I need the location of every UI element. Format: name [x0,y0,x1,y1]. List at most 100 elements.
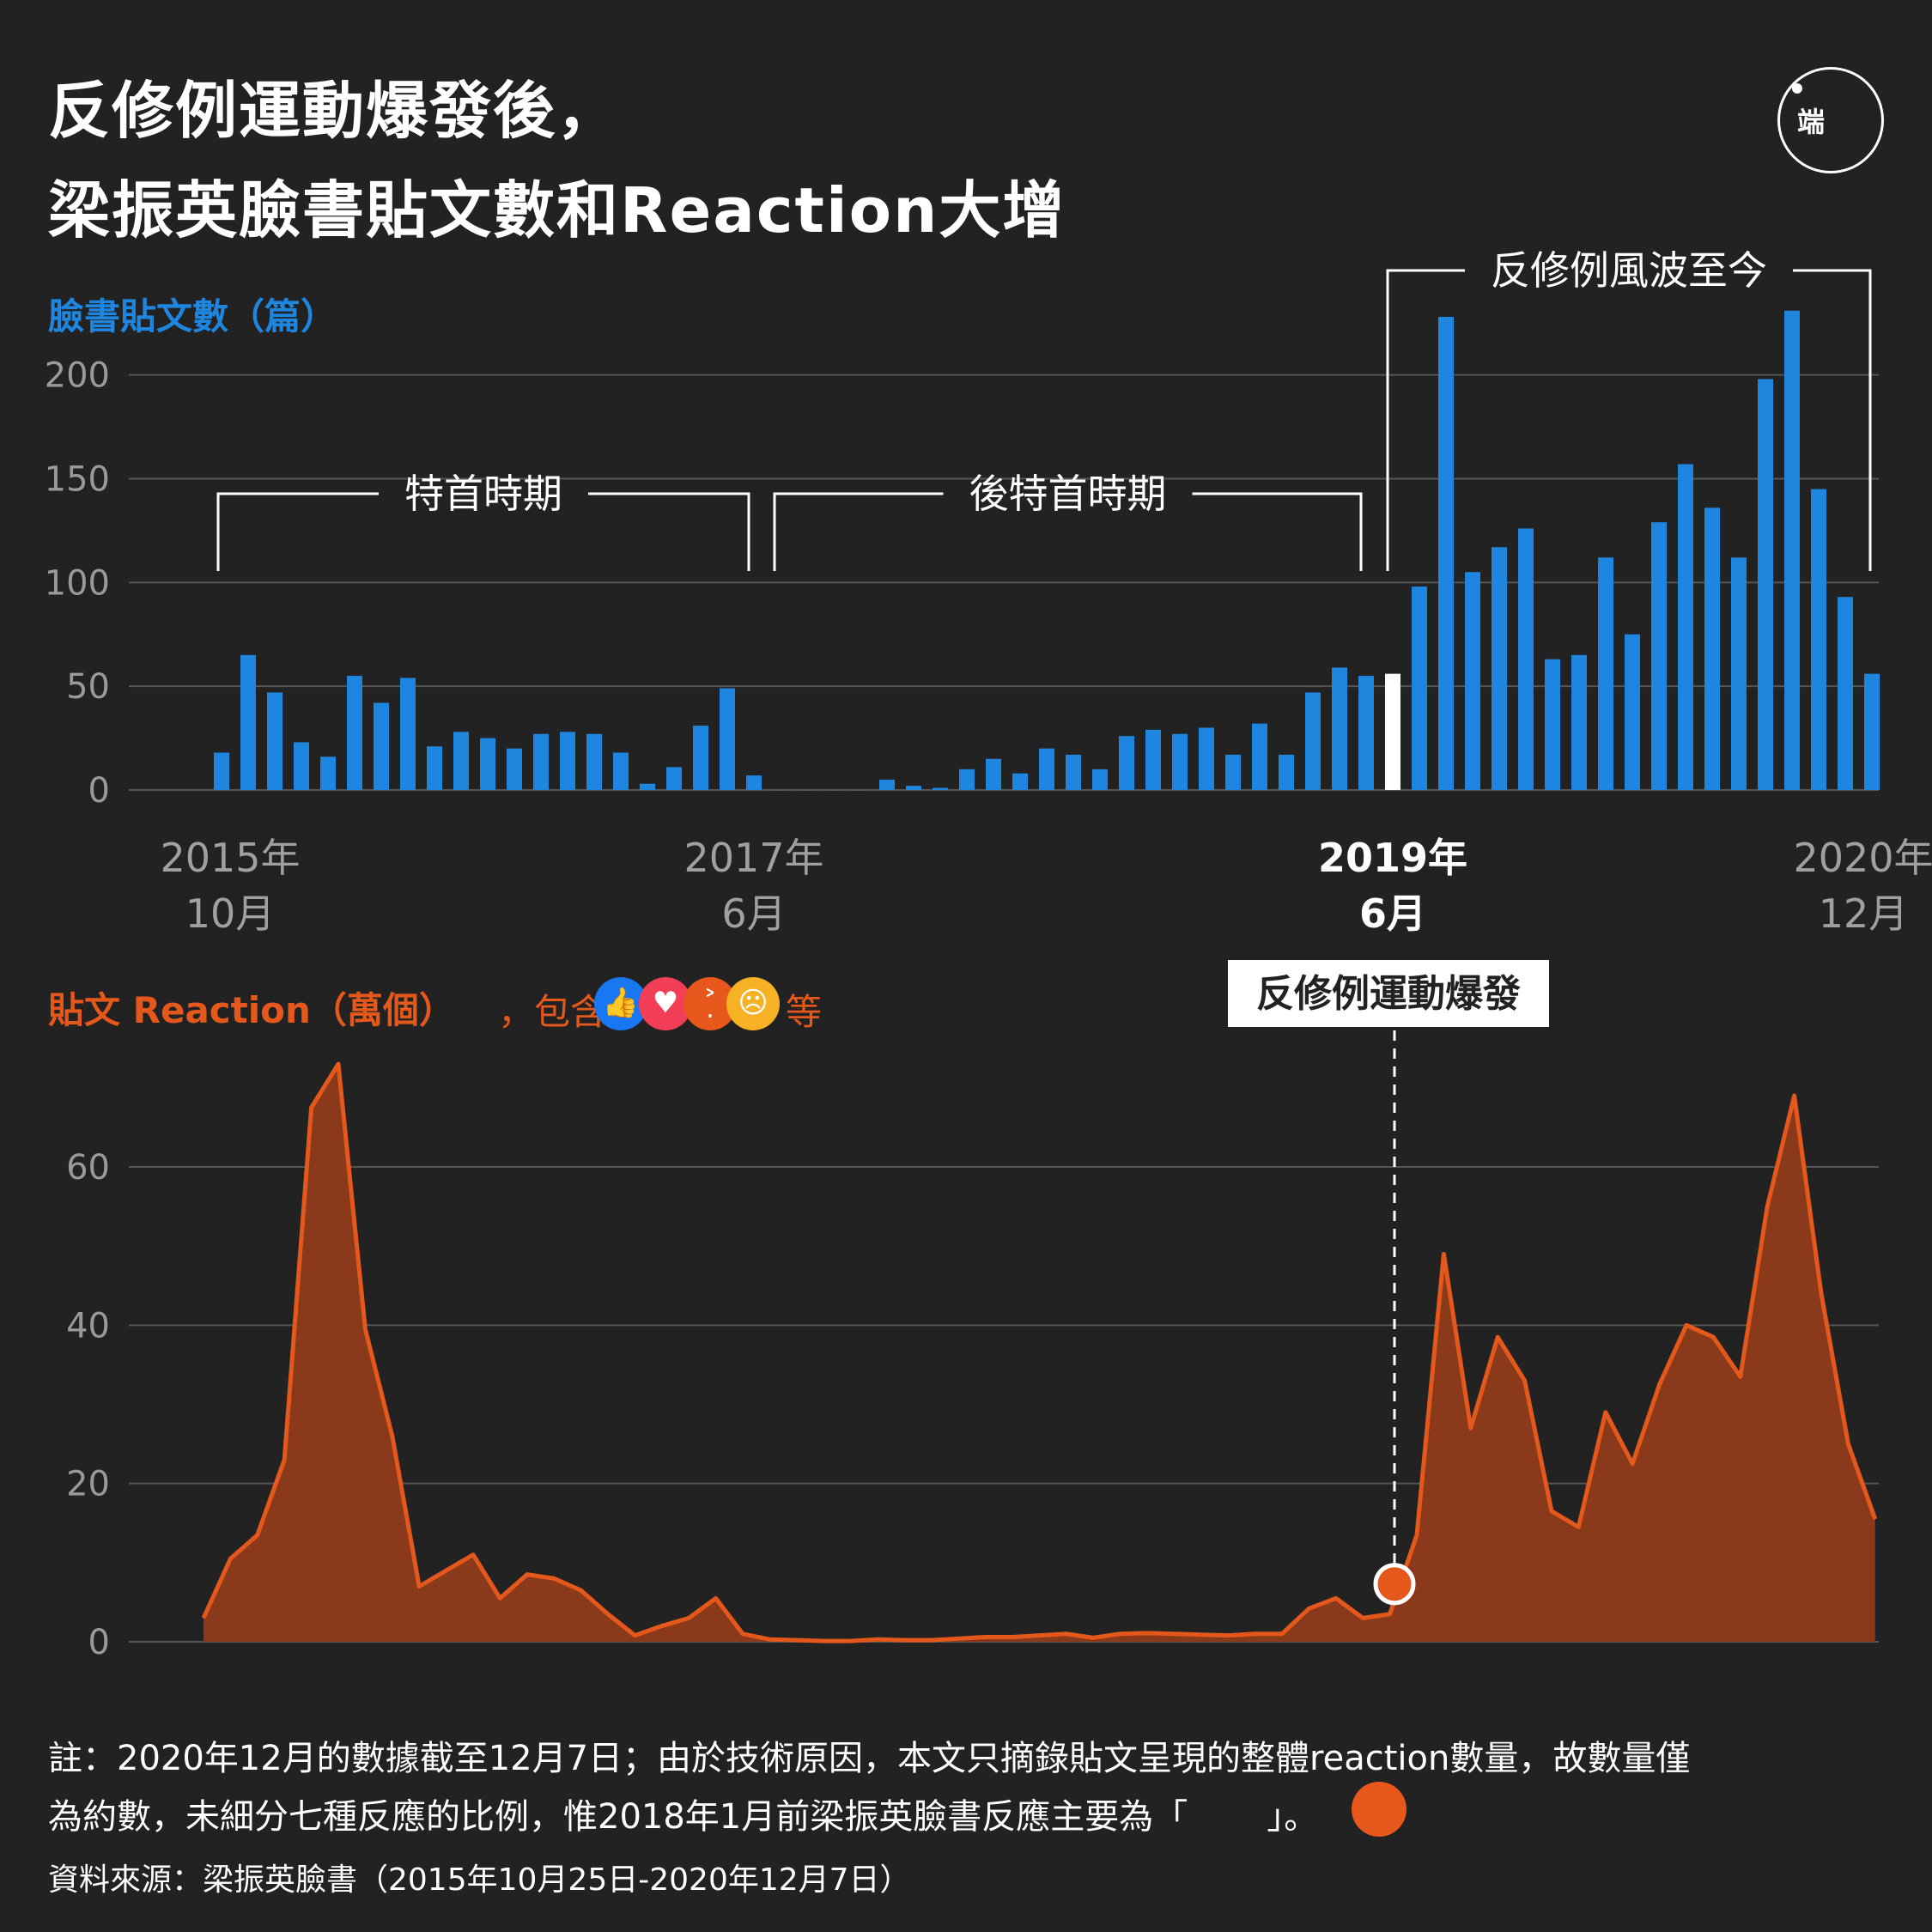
period-label: 特首時期 [404,471,562,517]
event-marker-dot [1373,1563,1416,1606]
posts-bar [427,746,442,790]
posts-bar [933,787,948,790]
period-bracket-left [773,492,944,571]
posts-bar [1066,754,1081,790]
source-note: 資料來源：梁振英臉書（2015年10月25日-2020年12月7日） [48,1862,911,1898]
posts-bar [1571,654,1587,790]
period-bracket-left [216,492,379,571]
reaction-area [204,1064,1875,1642]
posts-bar [1332,667,1347,790]
posts-bar [1412,586,1427,790]
posts-y-tick-label: 0 [88,771,110,811]
reaction-label-tail: ，包含 [498,991,607,1033]
posts-bar [267,692,283,790]
reaction-y-tick-label: 20 [66,1465,110,1504]
posts-bar [507,748,522,790]
period-bracket-left [1386,269,1465,571]
logo-text: 端 [1797,106,1826,138]
posts-y-tick-label: 100 [45,563,110,603]
x-tick-label: 2020年 [1793,835,1932,881]
posts-bar [1145,729,1161,790]
posts-bar [959,769,975,790]
posts-bar [746,775,762,790]
posts-bar [1172,733,1188,790]
posts-bar [879,779,895,790]
posts-bar [1119,736,1134,790]
posts-bar [720,688,735,790]
logo-dot-icon [1792,83,1802,94]
posts-bar [693,726,708,790]
posts-bar [374,702,389,790]
posts-bar [1385,673,1400,790]
posts-bar [1811,489,1826,790]
posts-bar [1252,723,1267,790]
posts-bar [1012,773,1028,790]
posts-bar [986,758,1001,790]
chart-title-line2: 梁振英臉書貼文數和Reaction大增 [48,174,1066,246]
posts-bar [400,677,416,790]
x-tick-label: 2019年 [1318,835,1467,881]
posts-y-tick-label: 200 [45,356,110,396]
posts-bar [1199,727,1214,790]
angry-icon [1352,1782,1406,1837]
posts-bar [1545,659,1560,790]
period-bracket-right [1192,492,1363,571]
posts-bar [294,742,309,790]
posts-bar [1438,317,1454,790]
x-tick-label: 6月 [1359,890,1426,937]
period-label: 反修例風波至今 [1491,247,1767,294]
posts-bar [347,676,362,790]
posts-bar [1651,522,1667,790]
posts-bar [453,732,469,790]
period-label: 後特首時期 [969,471,1167,517]
posts-bar [613,752,629,790]
posts-bar [1758,379,1773,790]
posts-y-tick-label: 50 [66,667,110,707]
posts-bar [1598,557,1613,790]
reaction-y-tick-label: 40 [66,1306,110,1346]
posts-bar [1784,310,1800,790]
posts-y-tick-label: 150 [45,460,110,500]
posts-bar [533,733,549,790]
posts-bar [1305,692,1321,790]
love-icon: ♥ [639,977,692,1030]
posts-bar [666,767,682,790]
footnote-line2-b: 」。 [1267,1797,1319,1837]
posts-axis-label: 臉書貼文數（篇） [48,295,337,337]
event-label-box [1228,960,1549,1027]
posts-bar [640,783,655,790]
reaction-y-tick-label: 0 [88,1623,110,1662]
posts-bar [586,733,602,790]
x-tick-label: 2015年 [160,835,300,881]
posts-bar [1465,572,1480,790]
reaction-label-end: 等 [786,991,823,1033]
posts-bar [1518,528,1534,790]
sad-icon: ☹ [726,977,780,1030]
footnote-line2: 為約數，未細分七種反應的比例，惟2018年1月前梁振英臉書反應主要為「 」。 [48,1789,1318,1838]
posts-bar [1731,557,1747,790]
brand-logo: 端 [1777,67,1884,173]
posts-bar [906,786,921,790]
posts-bar [1358,676,1374,790]
posts-bar [240,654,256,790]
period-bracket-right [588,492,750,571]
posts-bar [480,738,495,790]
posts-bar [1678,464,1693,790]
footnote-line1: 註：2020年12月的數據截至12月7日；由於技術原因，本文只摘錄貼文呈現的整體… [48,1739,1691,1778]
x-tick-label: 6月 [721,890,786,937]
reaction-line [201,1061,1878,1643]
x-tick-label: 2017年 [683,835,823,881]
posts-bar [320,756,336,790]
posts-bar [1039,748,1054,790]
posts-bar [1225,754,1241,790]
period-bracket-right [1793,269,1872,571]
posts-bar [1864,673,1880,790]
x-tick-label: 10月 [185,890,276,937]
footnote-line2-a: 為約數，未細分七種反應的比例，惟2018年1月前梁振英臉書反應主要為「 [48,1797,1188,1837]
reaction-axis-label: 貼文 Reaction（萬個） [48,989,455,1031]
posts-bar [560,732,575,790]
posts-bar [1492,547,1507,790]
chart-title-line1: 反修例運動爆發後， [48,75,621,147]
x-tick-label: 12月 [1819,890,1909,937]
